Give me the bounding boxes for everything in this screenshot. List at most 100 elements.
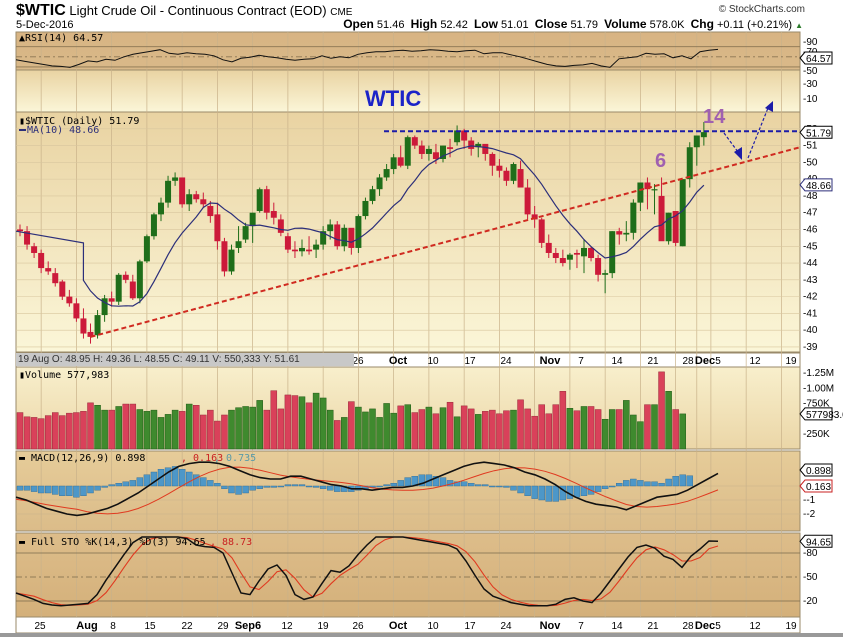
- candle: [524, 187, 531, 215]
- volume-bar: [510, 409, 517, 450]
- candle: [503, 170, 510, 181]
- svg-text:0.163: 0.163: [806, 482, 831, 493]
- svg-text:-30: -30: [803, 79, 818, 90]
- candle: [313, 244, 320, 250]
- macd-histogram-bar: [651, 481, 658, 487]
- candle: [143, 236, 150, 262]
- volume-bar: [263, 409, 270, 450]
- svg-text:64.57: 64.57: [806, 54, 831, 65]
- volume-bar: [411, 412, 419, 450]
- macd-histogram-bar: [637, 480, 644, 487]
- volume-bar: [475, 414, 482, 450]
- macd-histogram-bar: [291, 484, 299, 487]
- volume-bar: [616, 409, 623, 450]
- volume-bar: [552, 404, 560, 450]
- arrow-up-icon: [765, 101, 773, 112]
- volume-bar: [87, 402, 94, 450]
- volume-bar: [129, 403, 137, 450]
- volume-bar: [566, 408, 574, 450]
- candle: [630, 202, 637, 233]
- candle: [73, 303, 80, 319]
- candle: [616, 231, 623, 235]
- candle: [658, 195, 665, 242]
- macd-histogram-bar: [580, 485, 588, 497]
- candle: [341, 227, 348, 247]
- macd-histogram-bar: [150, 471, 158, 487]
- volume-bar: [37, 418, 45, 450]
- volume-bar: [453, 416, 461, 450]
- volume-bar: [594, 409, 602, 450]
- svg-text:, 0.735: , 0.735: [214, 453, 256, 464]
- macd-histogram-bar: [623, 480, 630, 487]
- macd-histogram-bar: [284, 484, 292, 487]
- volume-bar: [608, 409, 616, 450]
- volume-bar: [108, 409, 115, 450]
- macd-histogram-bar: [630, 478, 637, 487]
- svg-text:19: 19: [317, 621, 329, 632]
- candle: [24, 231, 31, 245]
- volume-bar: [383, 403, 390, 450]
- macd-histogram-bar: [517, 485, 524, 494]
- svg-text:-20: -20: [803, 596, 818, 607]
- svg-text:-46: -46: [803, 224, 818, 235]
- macd-histogram-bar: [503, 485, 510, 488]
- candle: [566, 254, 573, 260]
- macd-histogram-bar: [23, 485, 31, 491]
- macd-histogram-bar: [30, 485, 38, 492]
- macd-histogram-bar: [390, 483, 397, 487]
- candle: [411, 137, 418, 146]
- candle: [158, 202, 164, 215]
- svg-text:14: 14: [611, 356, 623, 367]
- volume-bar: [150, 409, 158, 450]
- volume-bar: [601, 418, 609, 450]
- macd-histogram-bar: [460, 481, 468, 487]
- copyright: © StockCharts.com: [718, 4, 805, 15]
- candle: [418, 145, 425, 154]
- volume-bar: [136, 409, 144, 450]
- candle: [454, 130, 461, 143]
- macd-histogram-bar: [545, 485, 552, 502]
- svg-text:0.898: 0.898: [806, 466, 831, 477]
- candle: [404, 137, 411, 166]
- svg-text:-39: -39: [803, 342, 818, 353]
- volume-bar: [291, 395, 299, 450]
- svg-text:-80: -80: [803, 548, 818, 559]
- macd-histogram-bar: [94, 485, 101, 491]
- macd-histogram-bar: [376, 485, 383, 488]
- svg-text:-50: -50: [803, 572, 818, 583]
- candle: [609, 231, 616, 274]
- macd-histogram-bar: [432, 476, 440, 487]
- macd-histogram-bar: [616, 483, 623, 487]
- volume-bar: [44, 415, 52, 450]
- macd-histogram-bar: [319, 485, 327, 489]
- svg-text:26: 26: [352, 356, 364, 367]
- volume-bar: [235, 407, 242, 450]
- candle: [482, 143, 489, 154]
- macd-histogram-bar: [524, 485, 531, 497]
- volume-bar: [376, 417, 383, 450]
- macd-histogram-bar: [207, 480, 214, 487]
- macd-histogram-bar: [115, 483, 122, 487]
- volume-bar: [52, 412, 59, 450]
- macd-histogram-bar: [263, 485, 270, 488]
- macd-histogram-bar: [644, 481, 651, 487]
- candle: [31, 246, 38, 253]
- candle: [461, 130, 468, 141]
- volume-bar: [446, 401, 454, 450]
- svg-text:Dec: Dec: [695, 355, 715, 367]
- volume-bar: [348, 401, 355, 450]
- volume-bar: [341, 417, 348, 450]
- svg-text:51.79: 51.79: [806, 128, 831, 139]
- svg-text:29: 29: [217, 621, 229, 632]
- macd-histogram-bar: [73, 485, 80, 498]
- macd-histogram-bar: [468, 483, 475, 487]
- volume-bar: [665, 391, 672, 450]
- macd-histogram-bar: [59, 485, 66, 497]
- candle: [200, 199, 207, 205]
- macd-histogram-bar: [573, 485, 581, 498]
- volume-bar: [637, 421, 644, 450]
- candle: [700, 132, 707, 138]
- svg-text:12: 12: [749, 356, 761, 367]
- svg-text:-1.25M: -1.25M: [803, 368, 834, 379]
- svg-text:15: 15: [144, 621, 156, 632]
